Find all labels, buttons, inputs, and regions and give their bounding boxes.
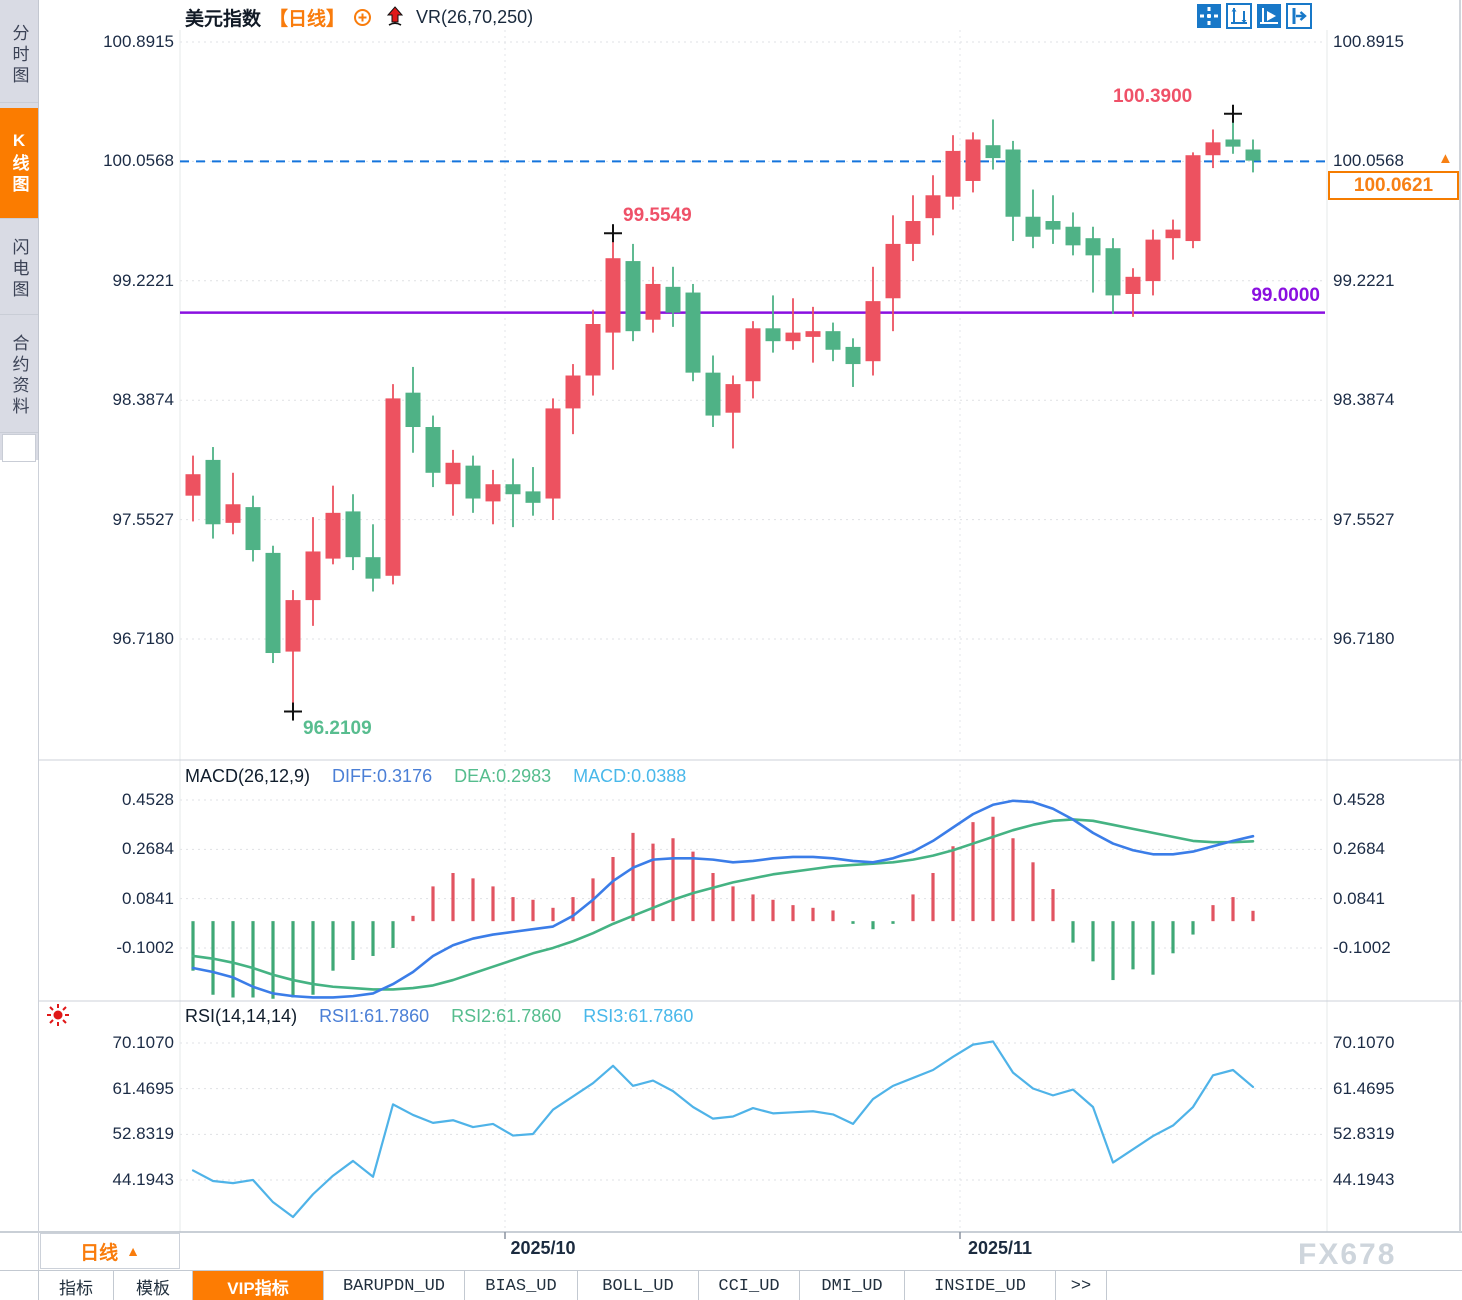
axis-label-left: 97.5527 [112,509,174,529]
sidebar-item-3[interactable]: 合约资料 [0,320,38,433]
rsi3-value: RSI3:61.7860 [583,1006,694,1026]
axis-range-icon[interactable] [1226,3,1252,29]
price-annotation: 100.3900 [1113,85,1193,107]
axis-label-left: 100.8915 [103,32,174,51]
axis-label-left: 52.8319 [112,1124,174,1144]
symbol-title: 美元指数 [185,8,262,30]
tab-inside-ud[interactable]: INSIDE_UD [905,1271,1056,1300]
current-price-badge: 100.0621 [1328,171,1459,201]
axis-label-right: 100.8915 [1333,32,1404,51]
axis-label-right: 70.1070 [1333,1033,1395,1052]
rsi-header: RSI(14,14,14) RSI1:61.7860 RSI2:61.7860 … [185,1006,693,1027]
pan-right-icon[interactable] [1286,3,1312,29]
macd-header: MACD(26,12,9) DIFF:0.3176 DEA:0.2983 MAC… [185,766,686,787]
rsi2-value: RSI2:61.7860 [451,1006,562,1026]
tab--[interactable]: >> [1056,1271,1107,1300]
rsi-title: RSI(14,14,14) [185,1006,298,1026]
sidebar-rail [0,0,39,1300]
axis-label-left: 70.1070 [112,1033,174,1052]
macd-diff-value: DIFF:0.3176 [332,766,433,786]
tab-vip-[interactable]: VIP指标 [193,1271,324,1300]
axis-label-left: 44.1943 [112,1170,174,1189]
sidebar [0,0,39,460]
axis-label-right: 0.0841 [1333,888,1385,908]
axis-label-left: 0.2684 [122,839,174,859]
x-axis-label-nov: 2025/11 [967,1238,1033,1258]
grid-cross-icon[interactable] [1196,3,1222,29]
axis-label-right: 97.5527 [1333,509,1395,529]
brand-watermark: FX678 [1298,1238,1397,1271]
sidebar-item-2[interactable]: 闪电图 [0,224,38,315]
period-tag: 【日线】 [269,8,346,30]
axis-label-left: 0.4528 [122,790,174,809]
add-indicator-icon[interactable] [353,8,372,27]
axis-label-right: 0.4528 [1333,790,1385,809]
indicator-settings-icon[interactable] [45,1002,71,1028]
macd-dea-value: DEA:0.2983 [454,766,552,786]
macd-title: MACD(26,12,9) [185,766,311,786]
x-axis-label-oct: 2025/10 [510,1238,576,1258]
axis-label-right: 0.2684 [1333,839,1385,859]
axis-label-right: 61.4695 [1333,1078,1395,1098]
tab-bias-ud[interactable]: BIAS_UD [465,1271,578,1300]
axis-label-right: 52.8319 [1333,1124,1395,1144]
tab--[interactable]: 模板 [114,1271,193,1300]
axis-label-right: 44.1943 [1333,1170,1395,1189]
axis-label-right: 100.0568 [1333,151,1404,171]
sidebar-collapsed-slot[interactable] [2,434,36,462]
price-up-arrow-icon: ▲ [1438,150,1453,168]
trend-up-arrow-icon [386,6,404,26]
sidebar-item-0[interactable]: 分时图 [0,8,38,103]
axis-label-left: 98.3874 [112,390,174,410]
axis-label-left: 61.4695 [112,1078,174,1098]
chart-toolbar [1196,3,1312,29]
tab--[interactable]: 指标 [38,1271,114,1300]
axis-label-left: -0.1002 [116,937,174,957]
period-selector-label: 日线 [80,1242,119,1264]
axis-label-left: 0.0841 [122,888,174,908]
chart-header: 美元指数 【日线】 VR(26,70,250) [185,3,533,31]
axis-label-left: 96.7180 [112,629,174,648]
axis-label-right: 99.2221 [1333,270,1395,290]
tab-cci-ud[interactable]: CCI_UD [699,1271,800,1300]
indicator-tabbar: 指标 模板 VIP指标 BARUPDN_UD BIAS_UD BOLL_UD CCI_UD D… [0,1270,1462,1300]
tab-dmi-ud[interactable]: DMI_UD [800,1271,905,1300]
axis-label-right: 96.7180 [1333,629,1395,648]
macd-hist-value: MACD:0.0388 [573,766,687,786]
tab-boll-ud[interactable]: BOLL_UD [578,1271,699,1300]
tab-barupdn-ud[interactable]: BARUPDN_UD [324,1271,465,1300]
horizontal-line-label: 99.0000 [1251,284,1320,306]
axis-label-right: -0.1002 [1333,937,1391,957]
chevron-up-icon: ▲ [126,1243,140,1259]
axis-label-right: 98.3874 [1333,390,1395,410]
price-annotation: 96.2109 [303,717,372,739]
rsi1-value: RSI1:61.7860 [319,1006,430,1026]
axis-label-left: 99.2221 [112,270,174,290]
price-annotation: 99.5549 [623,205,692,227]
sidebar-item-1[interactable]: K线图 [0,108,38,219]
axis-play-icon[interactable] [1256,3,1282,29]
vr-indicator-label: VR(26,70,250) [416,6,534,27]
period-selector[interactable]: 日线 ▲ [40,1233,180,1269]
axis-label-left: 100.0568 [103,151,174,171]
